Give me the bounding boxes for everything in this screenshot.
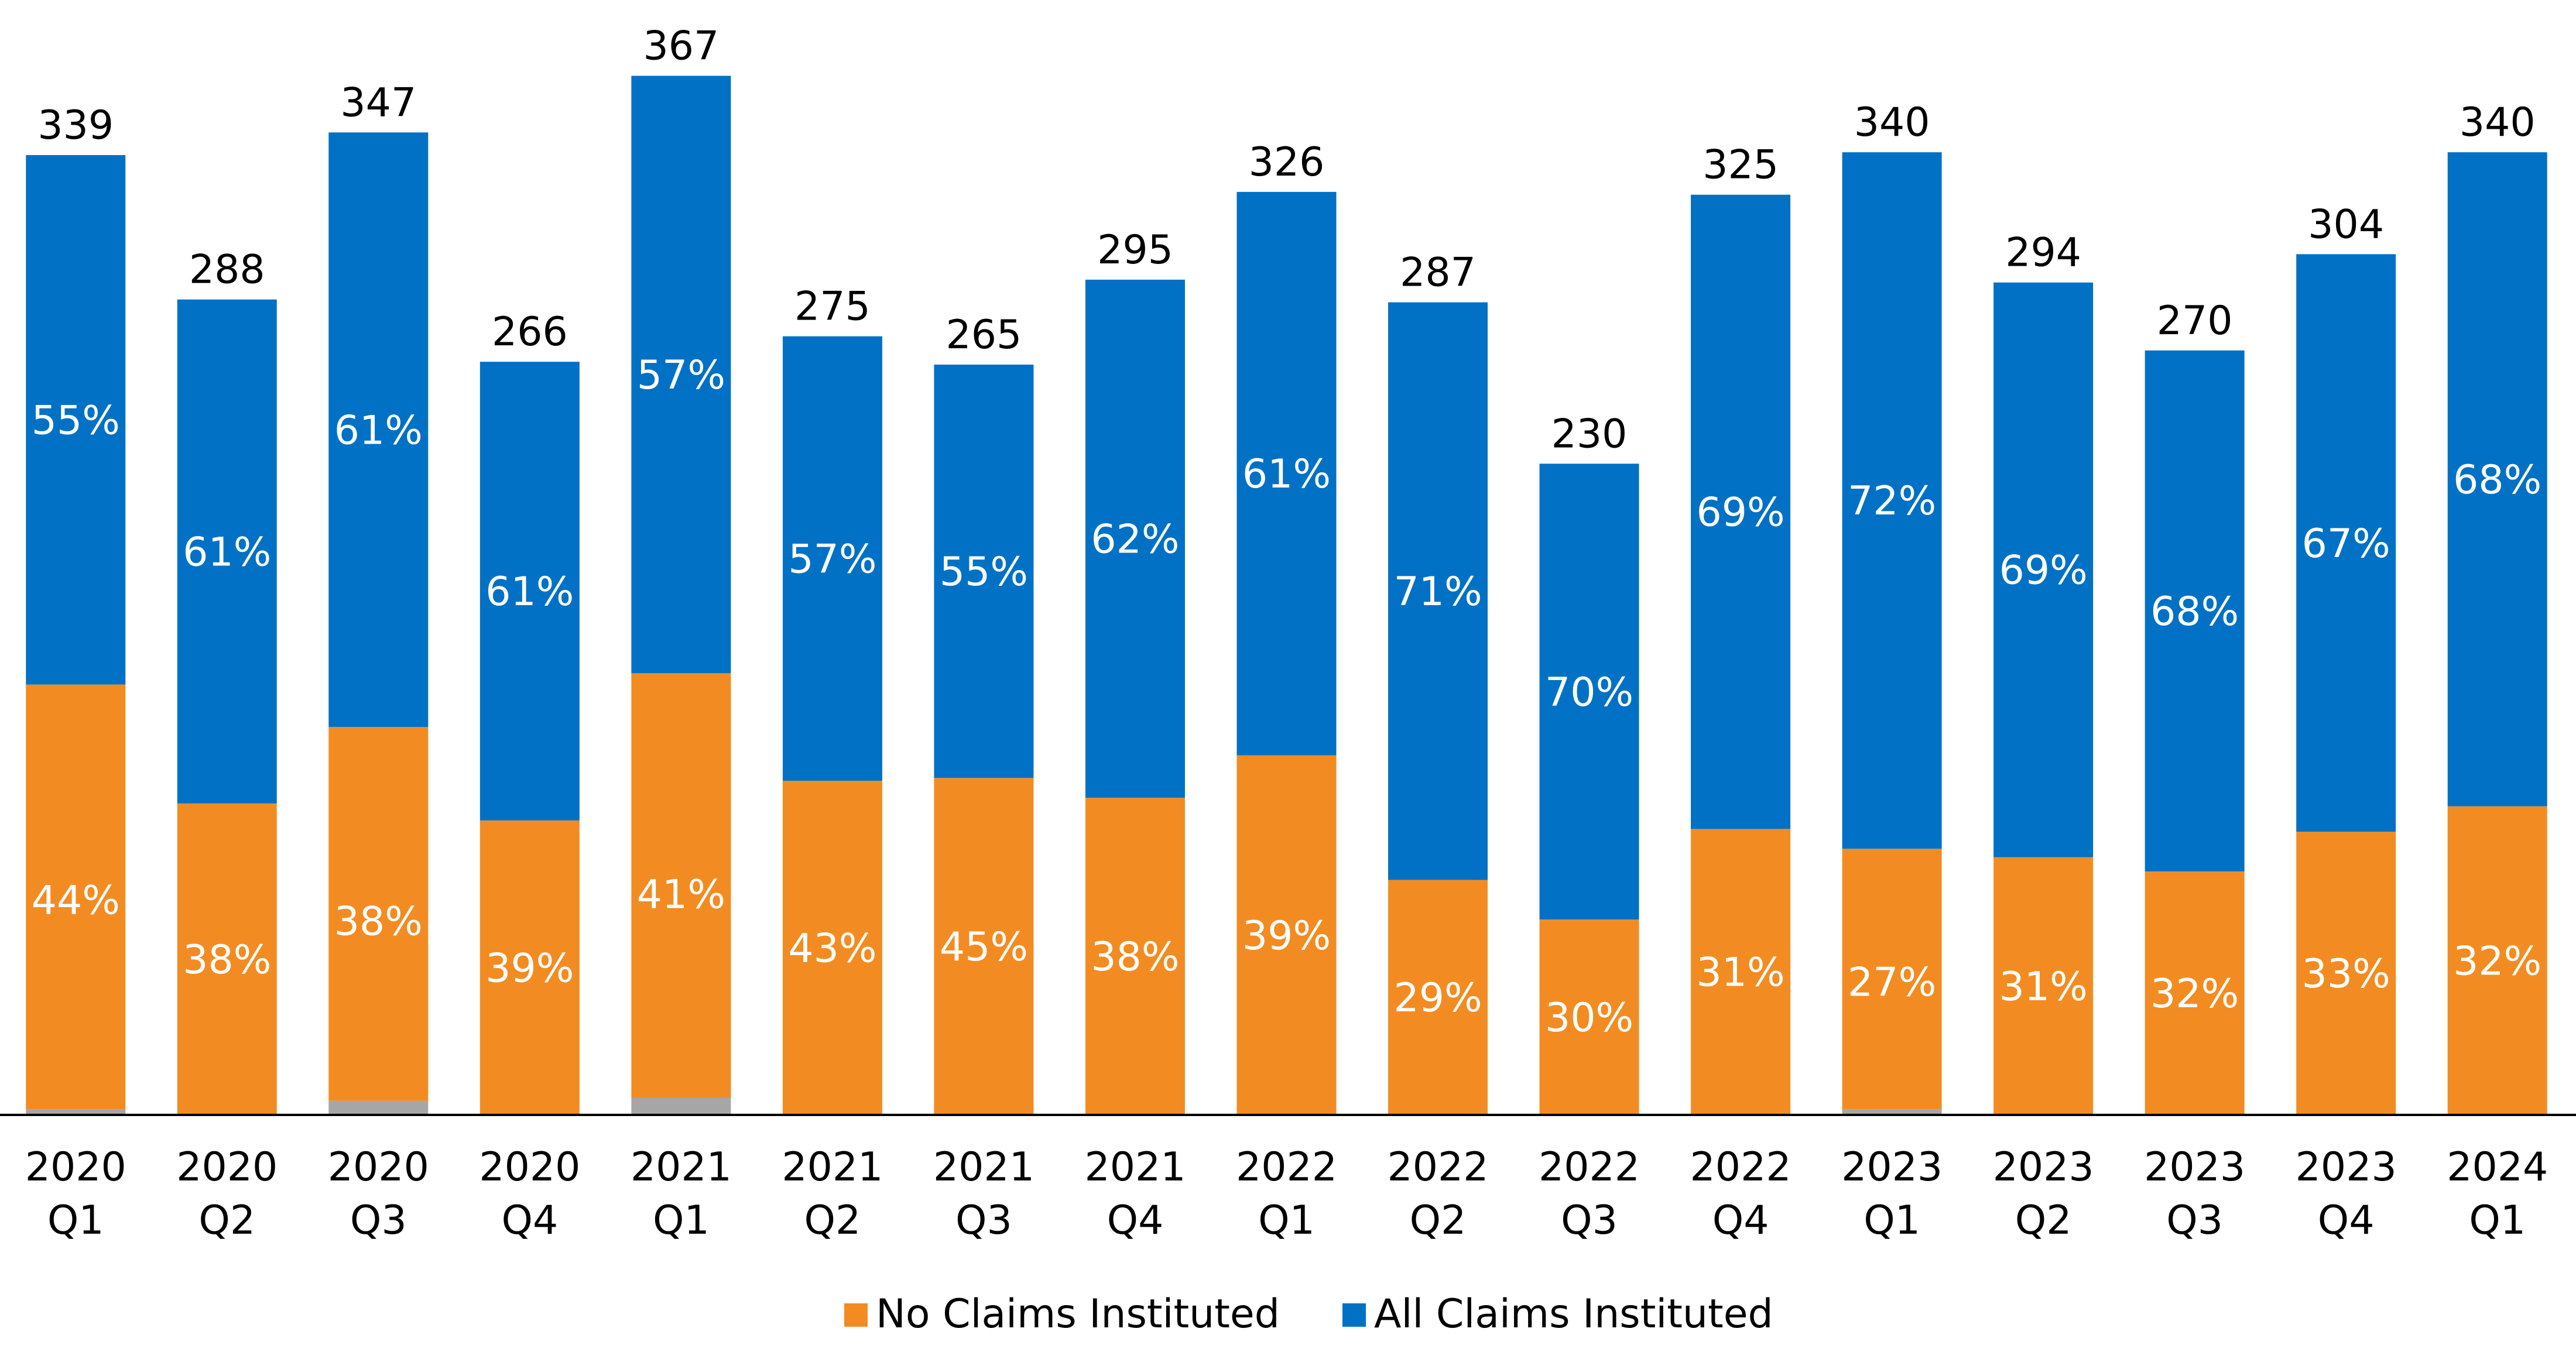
x-tick-label-year: 2021: [782, 1144, 883, 1190]
data-label-no-claims: 43%: [788, 926, 876, 972]
x-tick-label-year: 2020: [25, 1144, 126, 1190]
data-label-no-claims: 39%: [1242, 913, 1331, 959]
x-tick-label-quarter: Q1: [47, 1197, 104, 1244]
data-label-all-claims: 55%: [940, 549, 1028, 595]
x-tick-label-quarter: Q2: [804, 1197, 861, 1244]
legend-swatch: [844, 1303, 868, 1327]
x-tick-label-quarter: Q2: [1410, 1197, 1467, 1244]
legend: No Claims Instituted All Claims Institute…: [844, 1291, 1773, 1337]
data-label-all-claims: 57%: [637, 352, 725, 399]
data-label-no-claims: 38%: [1091, 934, 1179, 980]
x-tick-label-quarter: Q1: [2469, 1197, 2526, 1244]
x-tick-label-quarter: Q2: [2015, 1197, 2072, 1244]
total-label: 367: [643, 23, 719, 70]
total-label: 230: [1551, 411, 1628, 457]
data-label-no-claims: 30%: [1545, 995, 1633, 1041]
total-label: 288: [189, 247, 265, 293]
total-label: 347: [340, 80, 416, 126]
data-label-all-claims: 72%: [1848, 478, 1936, 524]
x-tick-label-year: 2023: [1841, 1144, 1943, 1190]
data-label-all-claims: 68%: [2150, 589, 2239, 635]
legend-label: All Claims Instituted: [1374, 1291, 1773, 1337]
x-tick-label-quarter: Q3: [350, 1197, 407, 1244]
total-label: 325: [1703, 142, 1779, 188]
x-tick-label-quarter: Q1: [1864, 1197, 1920, 1244]
total-label: 326: [1249, 139, 1325, 186]
x-tick-label-quarter: Q3: [955, 1197, 1012, 1244]
total-label: 340: [2459, 99, 2536, 146]
stacked-bar-chart: 44% 55% 339 38% 61% 288 38% 61% 347 39% 61% 266 41% 5…: [0, 0, 2576, 1349]
x-tick-label-year: 2022: [1387, 1144, 1488, 1190]
total-label: 287: [1400, 250, 1476, 296]
x-tick-label-year: 2021: [1084, 1144, 1186, 1190]
data-label-no-claims: 27%: [1848, 960, 1936, 1006]
x-tick-label-year: 2022: [1236, 1144, 1337, 1190]
data-label-all-claims: 61%: [485, 569, 574, 615]
bars-layer: 44% 55% 339 38% 61% 288 38% 61% 347 39% 61% 266 41% 5…: [26, 23, 2547, 1115]
x-tick-label-quarter: Q4: [2318, 1197, 2375, 1244]
x-tick-label-year: 2022: [1690, 1144, 1791, 1190]
data-label-all-claims: 67%: [2302, 521, 2390, 567]
x-tick-label-quarter: Q4: [1107, 1197, 1164, 1244]
data-label-all-claims: 61%: [183, 529, 271, 575]
data-label-no-claims: 32%: [2150, 971, 2239, 1017]
remainder-bar: [328, 1101, 428, 1115]
total-label: 266: [492, 309, 568, 355]
x-tick-label-quarter: Q3: [2166, 1197, 2223, 1244]
total-label: 304: [2308, 201, 2384, 248]
legend-item-all-claims: All Claims Instituted: [1342, 1291, 1773, 1337]
data-label-all-claims: 68%: [2453, 457, 2541, 503]
x-tick-label-quarter: Q1: [653, 1197, 710, 1244]
legend-item-no-claims: No Claims Instituted: [844, 1291, 1280, 1337]
x-tick-label-year: 2021: [933, 1144, 1034, 1190]
x-tick-label-quarter: Q4: [1712, 1197, 1769, 1244]
legend-label: No Claims Instituted: [876, 1291, 1280, 1337]
x-tick-label-quarter: Q1: [1258, 1197, 1315, 1244]
data-label-no-claims: 44%: [32, 877, 120, 924]
data-label-no-claims: 38%: [334, 899, 423, 945]
x-tick-label-year: 2023: [2296, 1144, 2397, 1190]
x-tick-label-year: 2021: [631, 1144, 732, 1190]
data-label-all-claims: 69%: [1999, 548, 2088, 594]
data-label-all-claims: 69%: [1697, 490, 1785, 536]
x-tick-label-year: 2024: [2447, 1144, 2548, 1190]
remainder-bar: [631, 1098, 731, 1115]
x-tick-label-quarter: Q2: [198, 1197, 255, 1244]
data-label-no-claims: 32%: [2453, 938, 2541, 984]
data-label-no-claims: 45%: [940, 924, 1028, 970]
data-label-all-claims: 61%: [1242, 451, 1331, 497]
data-label-no-claims: 33%: [2302, 951, 2390, 997]
total-label: 270: [2157, 298, 2233, 344]
data-label-all-claims: 71%: [1393, 569, 1482, 615]
x-axis-ticks: 2020 Q1 2020 Q2 2020 Q3 2020 Q4 2021 Q1 2021 Q2 2021…: [25, 1144, 2548, 1244]
x-tick-label-quarter: Q4: [501, 1197, 558, 1244]
total-label: 265: [946, 312, 1022, 358]
data-label-no-claims: 29%: [1393, 975, 1482, 1021]
x-tick-label-year: 2020: [176, 1144, 278, 1190]
data-label-no-claims: 31%: [1999, 964, 2088, 1010]
legend-swatch: [1342, 1303, 1366, 1327]
x-tick-label-year: 2020: [328, 1144, 429, 1190]
total-label: 294: [2005, 230, 2081, 276]
total-label: 275: [794, 284, 871, 330]
data-label-no-claims: 41%: [637, 872, 725, 918]
total-label: 339: [37, 102, 114, 149]
data-label-all-claims: 62%: [1091, 517, 1179, 563]
data-label-all-claims: 61%: [334, 407, 423, 454]
x-tick-label-year: 2020: [479, 1144, 580, 1190]
data-label-all-claims: 70%: [1545, 670, 1633, 716]
data-label-all-claims: 55%: [32, 397, 120, 444]
total-label: 340: [1854, 99, 1930, 146]
data-label-all-claims: 57%: [788, 536, 876, 582]
x-tick-label-year: 2023: [1993, 1144, 2094, 1190]
data-label-no-claims: 38%: [183, 937, 271, 983]
x-tick-label-year: 2022: [1539, 1144, 1640, 1190]
total-label: 295: [1097, 227, 1173, 273]
data-label-no-claims: 39%: [485, 945, 574, 991]
x-tick-label-quarter: Q3: [1561, 1197, 1618, 1244]
data-label-no-claims: 31%: [1697, 950, 1785, 996]
x-tick-label-year: 2023: [2144, 1144, 2245, 1190]
